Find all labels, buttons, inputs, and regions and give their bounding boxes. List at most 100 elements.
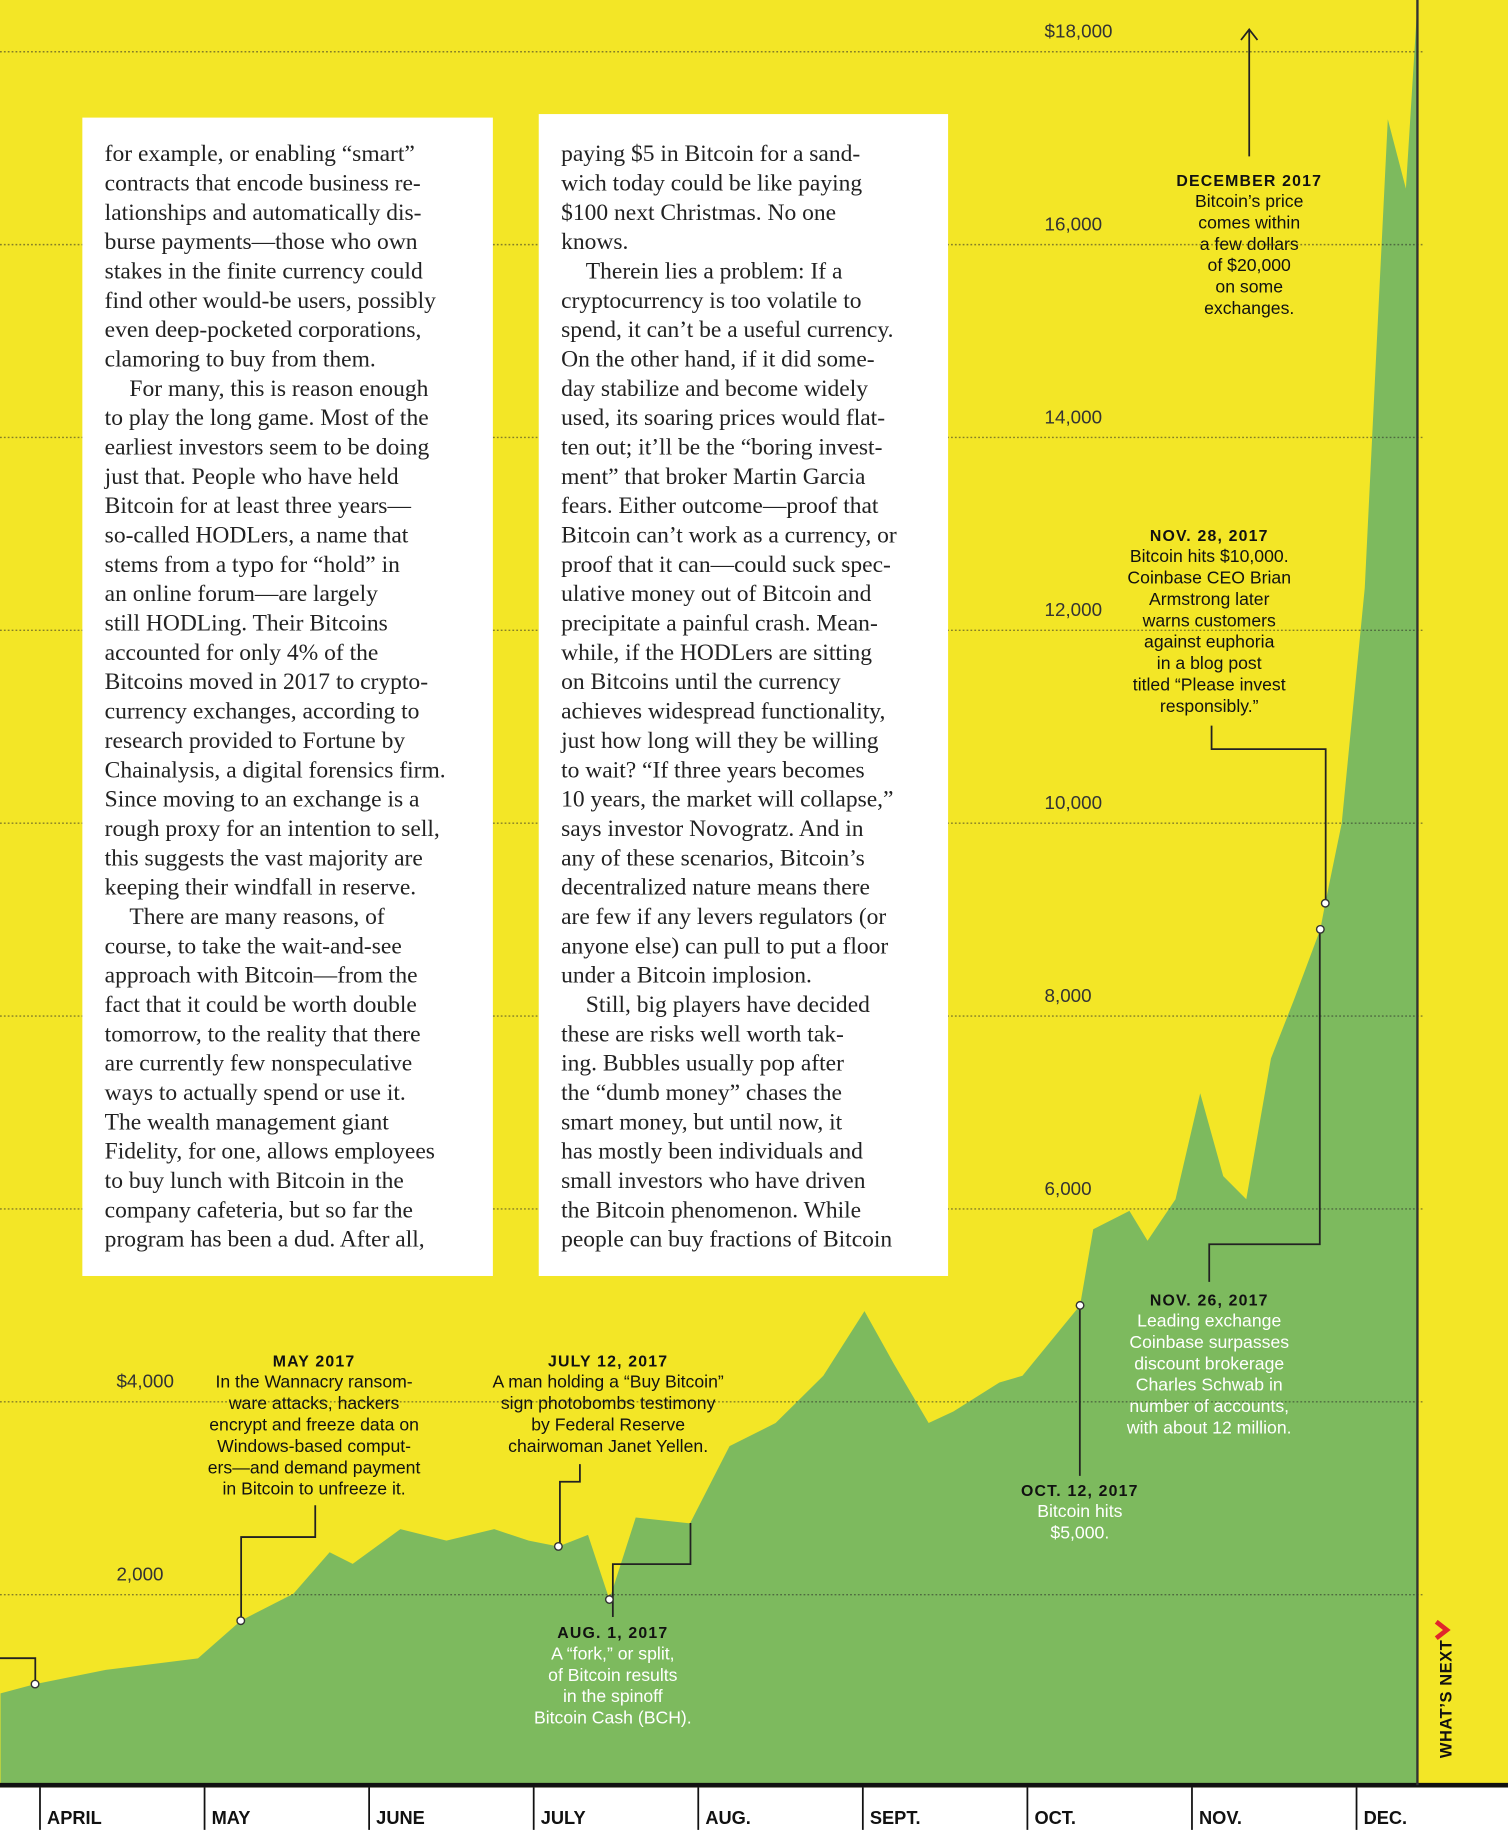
article-line: Chainalysis, a digital forensics firm. <box>105 757 446 783</box>
article-line: earliest investors seem to be doing <box>105 435 430 461</box>
article-line: to wait? “If three years becomes <box>561 757 865 783</box>
article-line: the Bitcoin phenomenon. While <box>561 1197 861 1223</box>
y-tick-label: $4,000 <box>116 1371 174 1392</box>
article-line: even deep-pocketed corporations, <box>105 317 422 343</box>
article-line: Still, big players have decided <box>586 992 870 1018</box>
article-line: to buy lunch with Bitcoin in the <box>105 1168 404 1194</box>
article-line: while, if the HODLers are sitting <box>561 640 872 666</box>
plot <box>0 3 1418 1788</box>
annotation-line: on some <box>1215 277 1283 297</box>
article-line: cryptocurrency is too volatile to <box>561 288 861 314</box>
article-line: ulative money out of Bitcoin and <box>561 581 871 607</box>
y-tick-label: 16,000 <box>1045 214 1103 235</box>
annotation-title: DECEMBER 2017 <box>1176 173 1322 190</box>
article-line: clamoring to buy from them. <box>105 347 376 373</box>
annotation-line: Bitcoin hits $10,000. <box>1130 546 1289 566</box>
article-line: under a Bitcoin implosion. <box>561 963 812 989</box>
point-marker <box>604 1595 614 1604</box>
annotation-title: NOV. 26, 2017 <box>1150 1292 1269 1309</box>
article-line: Bitcoins moved in 2017 to crypto- <box>105 669 428 695</box>
annotation-line: warns customers <box>1142 610 1276 630</box>
article-line: burse payments—those who own <box>105 229 418 255</box>
article-panel <box>538 114 949 1276</box>
x-tick-label: DEC. <box>1364 1807 1408 1828</box>
article-line: day stabilize and become widely <box>561 376 868 402</box>
article-line: accounted for only 4% of the <box>105 640 379 666</box>
article-line: achieves widespread functionality, <box>561 699 885 725</box>
annotation-line: in Bitcoin to unfreeze it. <box>222 1479 405 1499</box>
annotation-line: exchanges. <box>1204 298 1294 318</box>
annotation-line: Bitcoin hits <box>1037 1501 1122 1521</box>
annotation-line: Bitcoin’s price <box>1195 191 1304 211</box>
article-line: There are many reasons, of <box>129 904 384 930</box>
article-line: has mostly been individuals and <box>561 1139 863 1165</box>
axis-band <box>0 1787 1508 1844</box>
article-line: For many, this is reason enough <box>129 376 428 402</box>
x-tick-label: APRIL <box>47 1807 102 1828</box>
x-tick-label: AUG. <box>705 1807 751 1828</box>
leader-line <box>1210 725 1327 904</box>
article-line: spend, it can’t be a useful currency. <box>561 317 893 343</box>
annotation-line: Charles Schwab in <box>1136 1375 1283 1395</box>
side-tab[interactable]: WHAT’S NEXT <box>1438 1640 1456 1759</box>
article-line: tomorrow, to the reality that there <box>105 1021 421 1047</box>
article-line: ing. Bubbles usually pop after <box>561 1051 844 1077</box>
annotation-line: against euphoria <box>1144 632 1275 652</box>
article-line: smart money, but until now, it <box>561 1109 843 1135</box>
article-line: just that. People who have held <box>104 464 399 490</box>
article-line: proof that it can—could suck spec- <box>561 552 891 578</box>
article: for example, or enabling “smart” contract… <box>104 141 897 1253</box>
x-axis-labels: APRIL MAY JUNE JULY AUG. SEPT. OCT. NOV. DEC. <box>39 1787 1408 1830</box>
annotation-line: of $20,000 <box>1208 255 1292 275</box>
leader-line <box>0 1657 37 1685</box>
point-marker <box>1075 1300 1085 1310</box>
annotation-line: by Federal Reserve <box>531 1415 685 1435</box>
article-line: contracts that encode business re- <box>105 170 421 196</box>
y-tick-label: 12,000 <box>1045 599 1103 620</box>
article-line: small investors who have driven <box>561 1168 866 1194</box>
article-line: Fidelity, for one, allows employees <box>105 1139 435 1165</box>
y-tick-label: 6,000 <box>1045 1178 1092 1199</box>
x-tick-label: SEPT. <box>870 1807 921 1828</box>
point-marker <box>1315 924 1325 934</box>
article-line: people can buy fractions of Bitcoin <box>561 1227 892 1253</box>
article-line: are currently few nonspeculative <box>105 1051 413 1077</box>
annotation-line: number of accounts, <box>1129 1396 1289 1416</box>
x-tick-label: JULY <box>541 1807 586 1828</box>
article-line: approach with Bitcoin—from the <box>105 963 418 989</box>
article-line: Therein lies a problem: If a <box>586 258 843 284</box>
article-line: Since moving to an exchange is a <box>105 787 420 813</box>
point-marker <box>30 1679 40 1689</box>
annotation-line: A “fork,” or split, <box>551 1643 674 1663</box>
arrow-head <box>1240 27 1259 41</box>
article-line: the “dumb money” chases the <box>561 1080 842 1106</box>
annotation-title: OCT. 12, 2017 <box>1021 1483 1139 1500</box>
y-tick-label: 2,000 <box>116 1564 163 1585</box>
annotation-line: A man holding a “Buy Bitcoin” <box>493 1372 724 1392</box>
article-line: rough proxy for an intention to sell, <box>105 816 440 842</box>
article-line: $100 next Christmas. No one <box>561 200 836 226</box>
annotation-line: comes within <box>1198 212 1300 232</box>
x-tick-label: JUNE <box>376 1807 425 1828</box>
article-panel <box>82 117 493 1276</box>
article-line: ment” that broker Martin Garcia <box>561 464 866 490</box>
annotation-title: AUG. 1, 2017 <box>557 1625 668 1642</box>
price-area <box>0 3 1418 1788</box>
annotation-line: with about 12 million. <box>1126 1418 1292 1438</box>
annotation-line: Windows-based comput- <box>217 1436 411 1456</box>
annotation-line: ware attacks, hackers <box>228 1393 400 1413</box>
article-line: Bitcoin can’t work as a currency, or <box>561 523 897 549</box>
x-tick-label: NOV. <box>1199 1807 1242 1828</box>
article-line: company cafeteria, but so far the <box>105 1197 413 1223</box>
article-line: currency exchanges, according to <box>105 699 420 725</box>
annotation-line: sign photobombs testimony <box>501 1393 716 1413</box>
annotation-line: encrypt and freeze data on <box>209 1415 419 1435</box>
article-line: wich today could be like paying <box>561 170 862 196</box>
leader-line <box>240 1505 317 1621</box>
article-line: ways to actually spend or use it. <box>105 1080 406 1106</box>
article-line: Bitcoin for at least three years— <box>105 493 412 519</box>
leader-line <box>559 1464 581 1547</box>
annotation-line: Leading exchange <box>1137 1311 1281 1331</box>
next-chevron[interactable] <box>1434 1619 1451 1641</box>
